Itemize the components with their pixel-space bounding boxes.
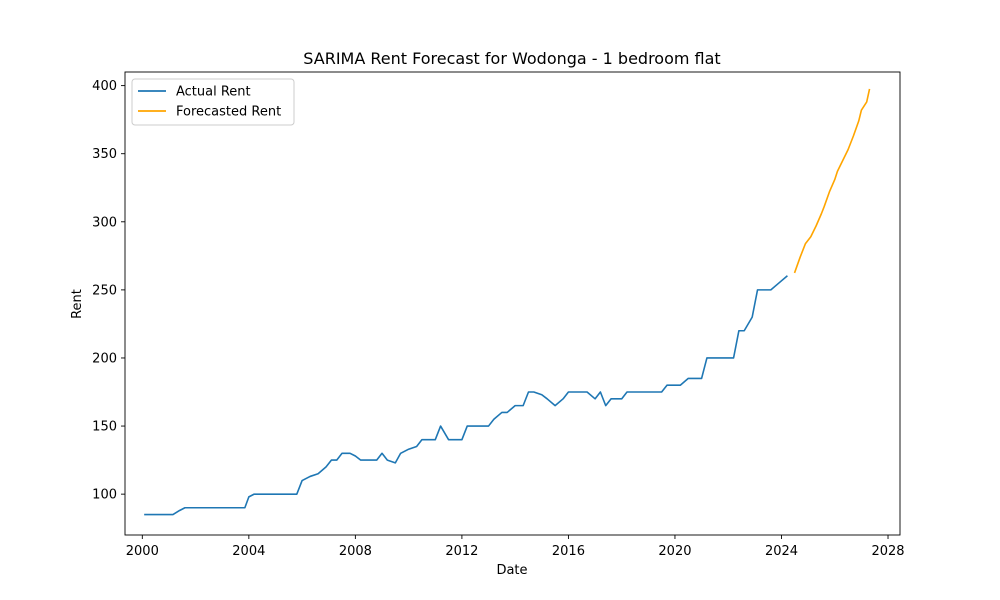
plot-area: 2000 2004 2008 2012 2016 2020 2024 2028 100 150 20… bbox=[92, 71, 905, 559]
x-tick-label: 2016 bbox=[552, 544, 585, 559]
y-tick-label: 300 bbox=[92, 215, 117, 230]
legend-label: Actual Rent bbox=[176, 85, 251, 100]
plot-frame bbox=[124, 71, 901, 536]
x-axis-label: Date bbox=[496, 563, 527, 578]
x-tick-label: 2020 bbox=[658, 544, 691, 559]
legend: Actual Rent Forecasted Rent bbox=[131, 78, 295, 126]
y-tick-label: 200 bbox=[92, 351, 117, 366]
x-tick-label: 2008 bbox=[339, 544, 372, 559]
legend-box bbox=[131, 78, 295, 126]
y-tick-label: 250 bbox=[92, 283, 117, 298]
x-tick-label: 2028 bbox=[871, 544, 904, 559]
y-tick-label: 150 bbox=[92, 420, 117, 435]
y-tick-label: 350 bbox=[92, 147, 117, 162]
x-tick-label: 2004 bbox=[232, 544, 265, 559]
x-tick-label: 2024 bbox=[765, 544, 798, 559]
series-line-forecasted-rent bbox=[793, 88, 871, 274]
x-tick-label: 2012 bbox=[445, 544, 478, 559]
series-line-actual-rent bbox=[144, 275, 788, 516]
y-tick-label: 400 bbox=[92, 79, 117, 94]
y-tick-label: 100 bbox=[92, 488, 117, 503]
legend-label: Forecasted Rent bbox=[176, 105, 281, 120]
chart-title: SARIMA Rent Forecast for Wodonga - 1 bed… bbox=[303, 49, 720, 68]
x-tick-label: 2000 bbox=[126, 544, 159, 559]
y-axis-label: Rent bbox=[70, 289, 85, 319]
